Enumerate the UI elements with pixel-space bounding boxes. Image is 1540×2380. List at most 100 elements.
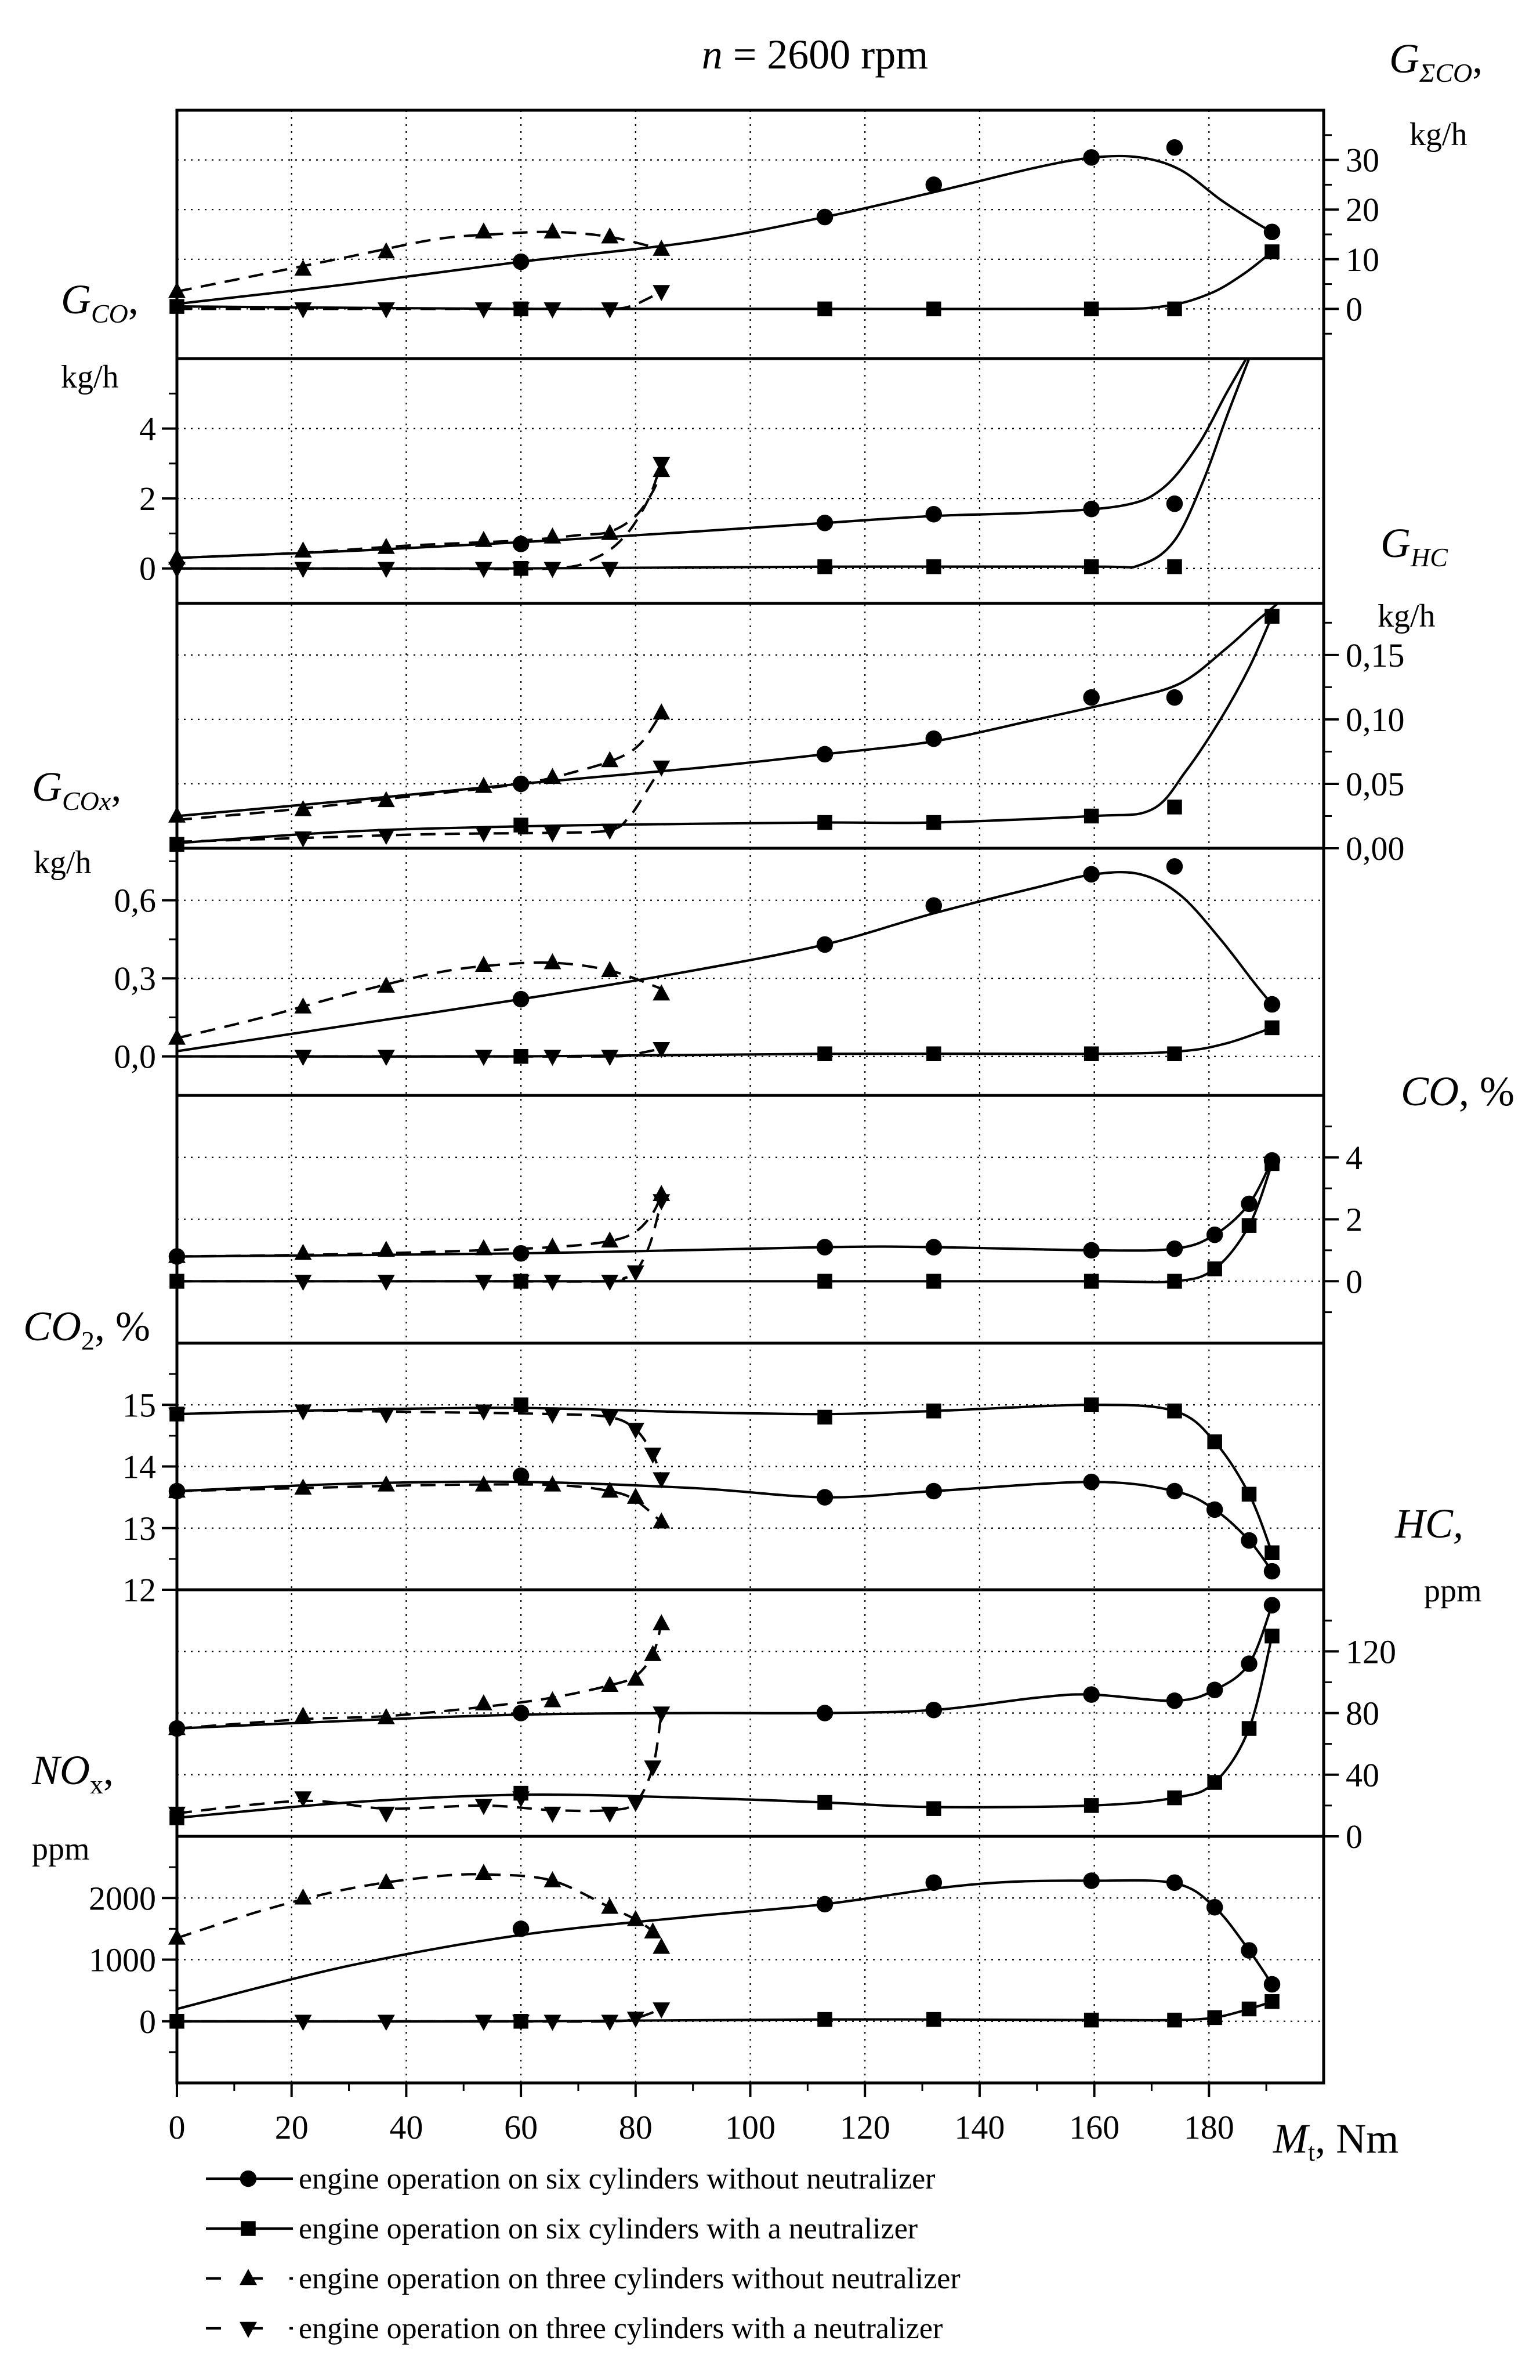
data-marker-three_w (653, 1706, 671, 1723)
data-marker-six_w (926, 301, 941, 317)
y-axis-label-main: NO (31, 1747, 90, 1793)
data-marker-six_w (1084, 808, 1099, 824)
data-marker-six_wo (512, 536, 530, 552)
data-marker-three_w (644, 1760, 662, 1777)
data-marker-six_w (926, 1801, 941, 1816)
data-marker-six_wo (1263, 1562, 1281, 1580)
legend-marker (240, 2321, 257, 2338)
y-tick-label: 80 (1346, 1695, 1379, 1732)
data-marker-three_wo (474, 1239, 492, 1256)
data-marker-three_wo (543, 222, 561, 238)
data-marker-six_wo (1166, 1240, 1183, 1257)
y-tick-label: 0 (1346, 290, 1363, 328)
data-marker-three_wo (294, 1888, 312, 1905)
legend-marker (240, 2170, 257, 2187)
data-marker-six_wo (1206, 1501, 1223, 1518)
data-marker-six_w (817, 559, 832, 574)
data-marker-three_wo (377, 1475, 395, 1492)
data-marker-six_w (1264, 609, 1280, 624)
y-tick-label: 4 (139, 410, 156, 448)
panel-series-group (177, 1404, 1273, 1572)
data-marker-three_wo (294, 1478, 312, 1495)
y-tick-label: 40 (1346, 1756, 1379, 1794)
data-marker-six_wo (1083, 1686, 1100, 1703)
data-marker-three_wo (474, 1864, 492, 1880)
y-axis-units-hc: ppm (1424, 1573, 1482, 1609)
data-marker-three_w (543, 1050, 561, 1066)
data-marker-six_wo (1166, 1874, 1183, 1891)
data-marker-six_wo (816, 1239, 834, 1256)
data-marker-six_wo (925, 730, 943, 747)
series-line-three_wo (177, 230, 662, 293)
data-marker-six_w (1167, 559, 1182, 574)
data-marker-three_wo (601, 961, 619, 978)
data-marker-six_w (1084, 1397, 1099, 1412)
data-marker-three_wo (543, 527, 561, 544)
data-marker-six_wo (1166, 689, 1183, 706)
series-line-six_wo (177, 359, 1248, 559)
data-marker-three_w (474, 826, 492, 842)
series-line-six_w (177, 616, 1273, 845)
series-line-six_wo (177, 1160, 1273, 1258)
data-marker-six_w (817, 1274, 832, 1289)
series-line-six_w (177, 1404, 1273, 1554)
panel-series-group (177, 1160, 1273, 1283)
data-marker-three_w (644, 1448, 662, 1464)
data-marker-six_wo (512, 775, 530, 793)
y-axis-label-main: CO (1401, 1068, 1459, 1115)
data-marker-six_wo (1206, 1681, 1223, 1698)
series-line-six_w (177, 1026, 1273, 1058)
data-marker-six_w (1084, 1798, 1099, 1813)
y-axis-label-main: G (61, 276, 91, 323)
data-marker-six_w (1167, 1790, 1182, 1806)
y-tick-label: 15 (122, 1386, 156, 1424)
data-marker-six_wo (1206, 1898, 1223, 1916)
data-marker-three_wo (294, 259, 312, 276)
y-axis-units-nox: ppm (32, 1831, 90, 1867)
data-marker-six_w (926, 2012, 941, 2027)
data-marker-three_wo (626, 1909, 644, 1926)
data-marker-six_w (1264, 244, 1280, 259)
data-marker-three_wo (653, 984, 671, 1001)
data-marker-six_w (1084, 559, 1099, 574)
data-marker-six_w (1084, 1046, 1099, 1062)
data-marker-six_wo (816, 936, 834, 953)
data-marker-six_wo (925, 897, 943, 914)
y-axis-label-ghc: GHC (1380, 520, 1448, 572)
data-marker-three_w (543, 562, 561, 578)
x-tick-label: 180 (1184, 2108, 1234, 2146)
x-tick-label: 20 (275, 2108, 309, 2146)
data-marker-three_wo (601, 1481, 619, 1498)
data-marker-six_w (817, 815, 832, 830)
data-marker-three_w (543, 302, 561, 319)
data-marker-six_w (817, 2012, 832, 2027)
data-marker-three_w (626, 1265, 644, 1282)
data-marker-three_w (474, 2014, 492, 2031)
panel-series-group (177, 1604, 1274, 1820)
y-axis-label-main: G (1380, 520, 1411, 566)
series-line-three_wo (177, 470, 663, 559)
data-marker-six_w (1167, 1274, 1182, 1289)
x-tick-label: 60 (504, 2108, 538, 2146)
legend-label: engine operation on six cylinders withou… (299, 2162, 935, 2195)
data-marker-three_wo (543, 953, 561, 970)
y-tick-label: 0 (1346, 1818, 1363, 1855)
y-tick-label: 13 (122, 1510, 156, 1547)
data-marker-six_wo (1083, 1473, 1100, 1491)
y-axis-label-gsco: GΣCO, (1389, 35, 1483, 88)
data-marker-six_w (513, 818, 528, 833)
data-marker-three_w (512, 302, 530, 319)
series-line-three_w (177, 2008, 662, 2023)
data-marker-three_wo (474, 776, 492, 793)
data-marker-six_wo (1263, 1976, 1281, 1993)
data-marker-three_wo (474, 530, 492, 547)
data-marker-three_w (294, 562, 312, 578)
data-marker-six_wo (512, 253, 530, 270)
data-marker-three_w (474, 1404, 492, 1421)
series-line-three_w (177, 463, 663, 571)
legend-marker (240, 2269, 257, 2285)
legend-label: engine operation on six cylinders with a… (299, 2212, 918, 2245)
data-marker-three_w (543, 826, 561, 842)
data-marker-six_wo (512, 990, 530, 1008)
data-marker-three_wo (474, 1694, 492, 1710)
